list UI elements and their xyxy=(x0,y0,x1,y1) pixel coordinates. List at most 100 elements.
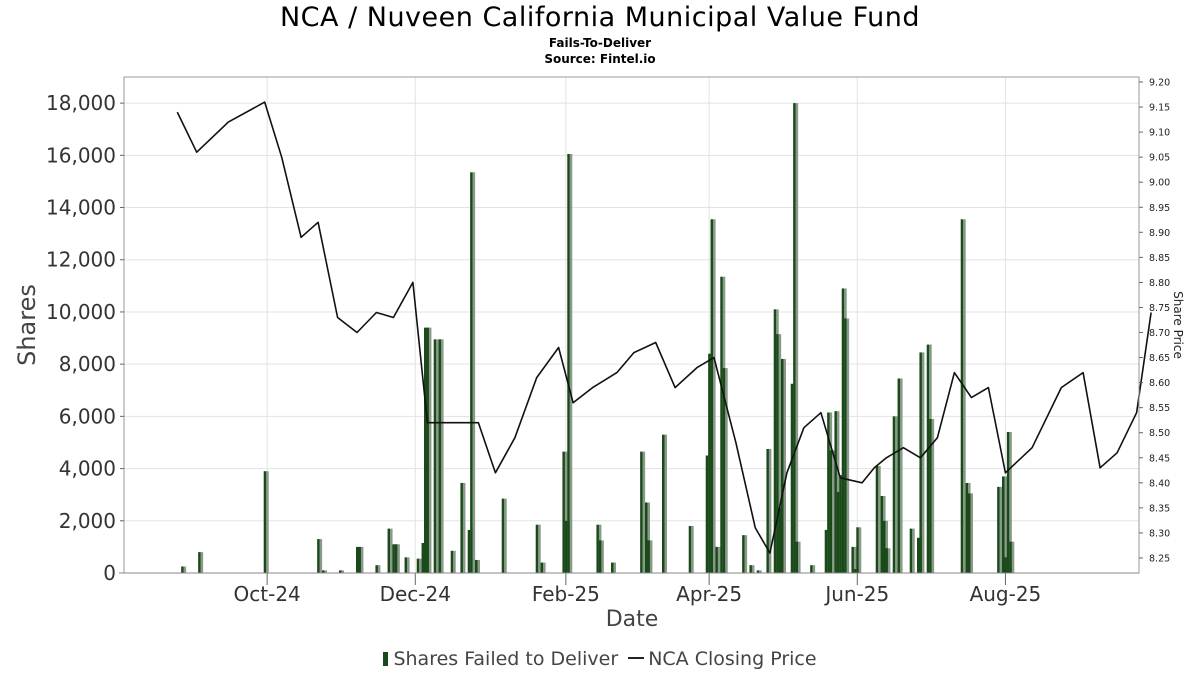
ftd-bar-shadow xyxy=(569,154,573,573)
ftd-bar-shadow xyxy=(744,535,748,573)
y-tick-label: 4,000 xyxy=(59,457,116,481)
ftd-bar-shadow xyxy=(341,570,344,573)
ftd-bar-shadow xyxy=(613,562,616,573)
ftd-bar-shadow xyxy=(853,546,857,573)
y2-tick-label: 8.25 xyxy=(1149,553,1170,564)
ftd-bar-shadow xyxy=(266,471,269,573)
ftd-bar xyxy=(540,562,544,573)
ftd-bar xyxy=(596,524,599,573)
ftd-bar xyxy=(460,482,463,573)
ftd-bar xyxy=(776,334,779,573)
y2-tick-label: 8.75 xyxy=(1149,303,1170,314)
y2-tick-label: 8.80 xyxy=(1149,278,1170,289)
y-tick-label: 14,000 xyxy=(46,196,116,220)
ftd-bar-shadow xyxy=(642,451,646,573)
ftd-bar xyxy=(394,544,398,573)
ftd-bar-shadow xyxy=(858,527,862,573)
ftd-bar-shadow xyxy=(477,559,480,573)
ftd-bar xyxy=(773,309,777,573)
ftd-bar xyxy=(433,339,437,573)
ftd-bar xyxy=(880,495,884,573)
ftd-bar xyxy=(749,565,752,573)
chart-source: Source: Fintel.io xyxy=(544,52,656,66)
ftd-bar-shadow xyxy=(751,565,755,573)
ftd-bar xyxy=(450,550,454,573)
ftd-bar-shadow xyxy=(183,566,187,573)
ftd-bar xyxy=(742,535,745,573)
ftd-bar-shadow xyxy=(691,526,694,573)
ftd-bar xyxy=(841,288,845,573)
ftd-bar xyxy=(856,527,859,573)
y2-tick-label: 8.95 xyxy=(1149,203,1170,214)
legend-item-line: NCA Closing Price xyxy=(628,648,817,670)
ftd-bar-shadow xyxy=(717,546,721,573)
ftd-bar-shadow xyxy=(783,358,786,573)
ftd-bar xyxy=(892,416,896,573)
ftd-bar-shadow xyxy=(900,378,903,573)
ftd-bar xyxy=(965,482,969,573)
ftd-bar xyxy=(467,529,471,573)
chart-legend: Shares Failed to Deliver NCA Closing Pri… xyxy=(0,648,1200,670)
ftd-bar xyxy=(404,557,408,573)
ftd-bar xyxy=(356,546,359,573)
ftd-bar-shadow xyxy=(436,339,439,573)
ftd-bar xyxy=(851,546,854,573)
legend-line-swatch xyxy=(628,657,645,659)
ftd-bar xyxy=(475,559,478,573)
y2-tick-label: 8.60 xyxy=(1149,378,1170,389)
y-tick-label: 16,000 xyxy=(46,143,116,167)
y-tick-label: 12,000 xyxy=(46,248,116,272)
y-tick-label: 8,000 xyxy=(59,352,116,376)
ftd-bar xyxy=(909,528,913,573)
ftd-bar xyxy=(438,339,442,573)
ftd-bar xyxy=(424,327,427,573)
y2-tick-label: 8.70 xyxy=(1149,328,1170,339)
y2-tick-label: 8.85 xyxy=(1149,253,1170,264)
ftd-bar-shadow xyxy=(360,546,364,573)
ftd-bar xyxy=(829,450,833,573)
ftd-bar-shadow xyxy=(419,558,422,573)
ftd-bar-shadow xyxy=(377,565,381,573)
ftd-bar xyxy=(710,219,714,573)
x-tick-label: Dec-24 xyxy=(380,582,451,606)
ftd-bar xyxy=(722,368,726,573)
ftd-bar-shadow xyxy=(504,498,507,573)
bar-series xyxy=(181,103,1015,574)
x-tick-label: Aug-25 xyxy=(970,582,1042,606)
y2-tick-label: 8.55 xyxy=(1149,403,1170,414)
ftd-bar-shadow xyxy=(1011,541,1015,573)
y2-tick-label: 9.05 xyxy=(1149,153,1170,164)
ftd-bar xyxy=(1004,557,1007,573)
legend-bar-swatch xyxy=(383,652,389,666)
ftd-bar xyxy=(645,502,648,573)
ftd-bar xyxy=(897,378,901,573)
ftd-bar-shadow xyxy=(759,570,762,573)
ftd-bar xyxy=(793,103,796,574)
ftd-bar xyxy=(790,383,794,573)
ftd-bar-shadow xyxy=(832,450,835,573)
y2-tick-label: 9.15 xyxy=(1149,103,1170,114)
ftd-bar-shadow xyxy=(931,418,935,573)
ftd-bar-shadow xyxy=(462,482,466,573)
ftd-bar-shadow xyxy=(887,548,891,573)
ftd-bar-shadow xyxy=(912,528,915,573)
ftd-bar xyxy=(960,219,964,573)
ftd-bar-shadow xyxy=(649,540,653,573)
grid-lines xyxy=(124,77,1139,574)
y2-tick-label: 8.35 xyxy=(1149,503,1170,514)
y2-tick-label: 8.65 xyxy=(1149,353,1170,364)
ftd-bar-shadow xyxy=(1004,476,1007,573)
ftd-bar-shadow xyxy=(543,562,546,573)
price-line xyxy=(176,101,1152,554)
ftd-bar-shadow xyxy=(564,451,568,573)
ftd-bar xyxy=(705,455,709,573)
ftd-bar-shadow xyxy=(647,502,650,573)
ftd-bar xyxy=(919,352,922,573)
ftd-bar xyxy=(662,434,665,573)
x-tick-label: Feb-25 xyxy=(532,582,600,606)
ftd-bar xyxy=(470,172,473,573)
y2-tick-label: 9.10 xyxy=(1149,128,1170,139)
ftd-bar xyxy=(883,520,886,573)
ftd-bar xyxy=(598,540,602,573)
